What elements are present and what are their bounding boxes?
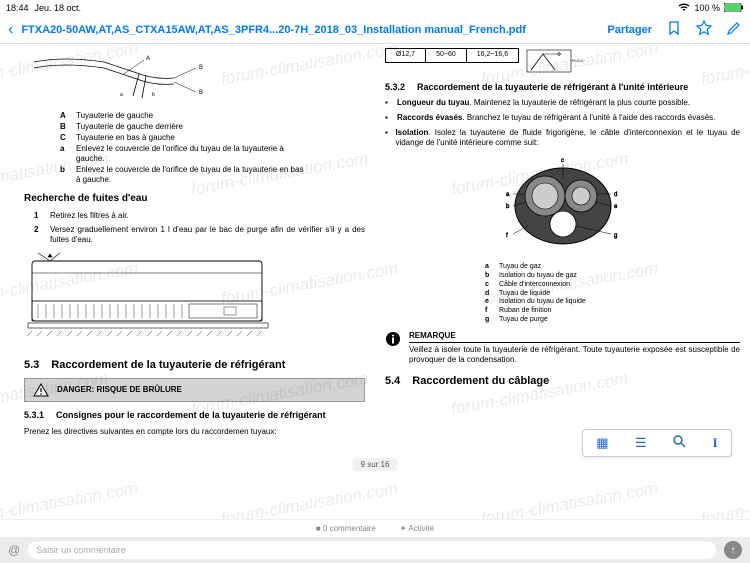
page-indicator: 9 sur 16 — [353, 458, 398, 471]
back-button[interactable]: ‹ — [8, 21, 13, 39]
watermark: forum-climatisation.com — [0, 479, 140, 519]
meta-bar: ■ 0 commentaire ✦ Activité — [0, 519, 750, 537]
svg-text:B: B — [199, 65, 203, 71]
mention-icon[interactable]: @ — [8, 543, 20, 557]
spec-table: Ø12,750~6016,2~16,6 — [385, 48, 519, 63]
bookmark-icon[interactable] — [666, 20, 682, 39]
svg-text:g: g — [614, 233, 617, 239]
svg-text:B: B — [199, 90, 203, 96]
danger-box: DANGER: RISQUE DE BRÛLURE — [24, 378, 365, 402]
intro-text: Prenez les directives suivantes en compt… — [24, 427, 365, 437]
nav-bar: ‹ FTXA20-50AW,AT,AS_CTXA15AW,AT,AS_3PFR4… — [0, 16, 750, 44]
unit-illustration — [24, 251, 365, 349]
svg-text:c: c — [561, 158, 564, 164]
edit-icon[interactable] — [726, 20, 742, 39]
bullet-list: ▪Longueur du tuyau. Maintenez la tuyaute… — [385, 98, 740, 148]
left-column: A B B a b ATuyauterie de gauche BTuyauterie… — [0, 44, 375, 441]
heading-5-3-2: 5.3.2Raccordement de la tuyauterie de ré… — [385, 82, 740, 93]
battery-icon — [724, 3, 744, 14]
remark-box: REMARQUE Veillez à isoler toute la tuyau… — [385, 331, 740, 365]
watermark: forum-climatisation.com — [480, 479, 660, 519]
leak-steps: 1Retirez les filtres à air. 2Versez grad… — [34, 211, 365, 245]
warning-icon — [33, 383, 49, 397]
status-bar: 18:44 Jeu. 18 oct. 100 % — [0, 0, 750, 16]
remark-title: REMARQUE — [409, 331, 740, 343]
share-button[interactable]: Partager — [607, 24, 652, 36]
document-viewport[interactable]: forum-climatisation.com forum-climatisat… — [0, 44, 750, 519]
svg-text:b: b — [506, 204, 510, 210]
watermark: forum-climatisation.com — [220, 479, 400, 519]
cross-section-diagram: c a b f d e g — [385, 154, 740, 257]
search-icon[interactable] — [673, 435, 686, 451]
list-view-icon[interactable]: ☰ — [635, 435, 647, 451]
heading-leak: Recherche de fuites d'eau — [24, 193, 365, 206]
svg-text:a: a — [120, 92, 123, 98]
star-icon[interactable] — [696, 20, 712, 39]
pipe-schematic: A B B a b — [24, 54, 365, 105]
send-button[interactable]: ↑ — [724, 541, 742, 559]
svg-text:f: f — [506, 233, 508, 239]
legend-list: ATuyauterie de gauche BTuyauterie de gau… — [60, 111, 365, 185]
flare-detail-icon: R=0.4~0.8 — [525, 48, 585, 74]
svg-text:R=0.4~0.8: R=0.4~0.8 — [572, 58, 585, 63]
heading-5-3: 5.3Raccordement de la tuyauterie de réfr… — [24, 359, 365, 373]
status-time: 18:44 — [6, 3, 29, 13]
document-title: FTXA20-50AW,AT,AS_CTXA15AW,AT,AS_3PFR4..… — [21, 24, 599, 36]
activity-link[interactable]: ✦ Activité — [400, 524, 434, 533]
text-cursor-icon[interactable]: I — [713, 435, 718, 451]
comment-bar: @ Saisir un commentaire ↑ — [0, 537, 750, 563]
svg-text:e: e — [614, 204, 618, 210]
svg-text:a: a — [506, 192, 510, 198]
status-date: Jeu. 18 oct. — [35, 3, 82, 13]
svg-text:d: d — [614, 192, 617, 198]
remark-text: Veillez à isoler toute la tuyauterie de … — [409, 345, 740, 365]
grid-view-icon[interactable]: ▦ — [596, 435, 608, 451]
svg-text:A: A — [146, 56, 150, 62]
wifi-icon — [678, 3, 690, 14]
danger-text: DANGER: RISQUE DE BRÛLURE — [57, 385, 182, 395]
battery-text: 100 % — [694, 3, 720, 13]
watermark: forum-climatisation.com — [700, 479, 750, 519]
comment-input[interactable]: Saisir un commentaire — [28, 541, 716, 559]
heading-5-3-1: 5.3.1Consignes pour le raccordement de l… — [24, 410, 365, 421]
info-icon — [385, 331, 401, 347]
comments-count[interactable]: ■ 0 commentaire — [316, 524, 376, 533]
cross-section-legend: aTuyau de gaz bIsolation du tuyau de gaz… — [485, 263, 740, 324]
heading-5-4: 5.4Raccordement du câblage — [385, 375, 740, 389]
right-column: Ø12,750~6016,2~16,6 R=0.4~0.8 5.3.2Racco… — [375, 44, 750, 441]
reader-toolbar: ▦ ☰ I — [582, 429, 732, 457]
svg-text:b: b — [152, 92, 155, 98]
